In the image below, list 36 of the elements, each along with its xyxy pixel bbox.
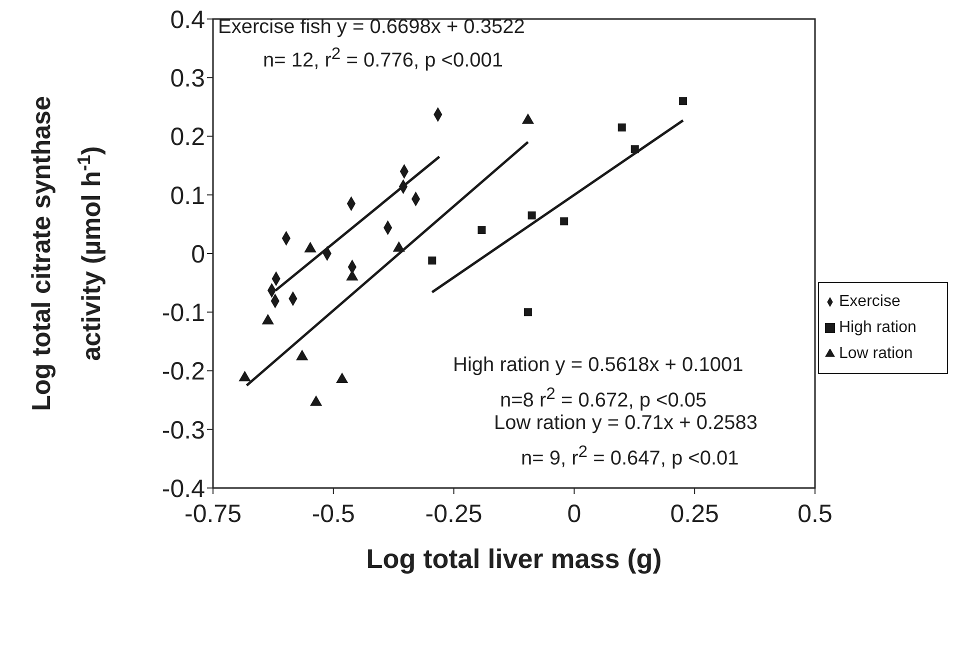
y-tick-label: 0.4 <box>170 6 206 34</box>
annotation: High ration y = 0.5618x + 0.1001 <box>453 354 744 377</box>
x-tick-label: -0.5 <box>312 500 355 528</box>
annotation: n= 12, r$^{2}$ = 0.776, p <0.001 <box>263 44 504 73</box>
x-tick-label: 0 <box>567 500 582 528</box>
point <box>336 372 348 384</box>
annotation: n= 9, r$^{2}$ = 0.647, p <0.01 <box>521 442 739 471</box>
y-tick-label: 0 <box>191 240 205 268</box>
annotation: Exercise fish y = 0.6698x + 0.3522 <box>218 16 525 39</box>
point <box>618 123 626 132</box>
point <box>478 226 486 234</box>
x-axis-title: Log total liver mass (g) <box>366 544 662 574</box>
y-tick-label: -0.1 <box>162 299 205 327</box>
annotation: n=8 r$^{2}$ = 0.672, p <0.05 <box>500 384 707 413</box>
point <box>528 211 536 220</box>
point <box>310 395 322 406</box>
point <box>428 256 436 265</box>
point <box>679 97 688 106</box>
point <box>524 308 532 316</box>
x-tick-label: 0.25 <box>670 500 719 528</box>
y-tick-label: 0.2 <box>170 123 205 152</box>
point <box>238 370 251 382</box>
y-tick-label: 0.1 <box>170 182 205 210</box>
point <box>560 217 568 226</box>
legend-label: Low ration <box>839 345 913 362</box>
point <box>304 242 316 252</box>
annotation: Low ration y = 0.71x + 0.2583 <box>494 412 758 435</box>
x-tick-label: -0.25 <box>425 500 482 528</box>
y-tick-label: 0.3 <box>170 64 205 92</box>
legend-label: Exercise <box>839 293 900 310</box>
point <box>262 314 274 324</box>
point <box>296 350 308 360</box>
y-tick-label: -0.3 <box>162 416 205 444</box>
legend-label: High ration <box>839 319 916 336</box>
y-tick-label: -0.2 <box>162 358 205 386</box>
x-tick-label: 0.5 <box>798 500 832 528</box>
